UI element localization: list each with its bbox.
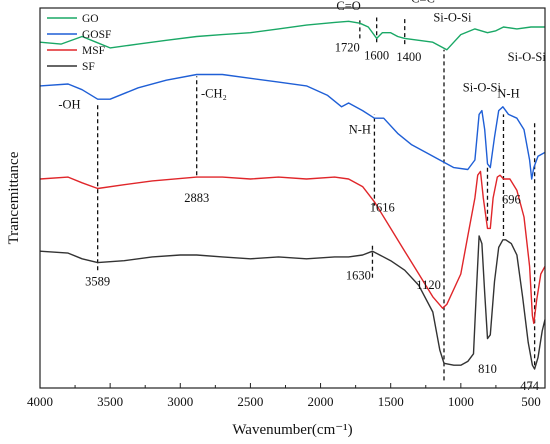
legend-label-sf: SF: [82, 61, 95, 73]
annotation-nh-msf: N-H: [497, 86, 519, 100]
x-axis-title: Wavenumber(cm⁻¹): [232, 422, 352, 438]
legend-label-gosf: GOSF: [82, 29, 111, 41]
annotation-c-o: C=O: [336, 0, 360, 13]
annotation-n-1400: 1400: [396, 50, 421, 64]
annotation-si-o-si-go: Si-O-Si: [433, 10, 472, 24]
series-layer: [39, 20, 546, 370]
x-tick-label: 3000: [167, 394, 193, 409]
annotation-n-474: 474: [520, 379, 540, 393]
annotation-n-696: 696: [502, 193, 521, 207]
legend-label-msf: MSF: [82, 45, 105, 57]
series-line-msf: [39, 170, 546, 325]
legend-label-go: GO: [82, 13, 99, 25]
y-axis-title: Trancemittance: [6, 151, 22, 244]
annotation-n-1720: 1720: [335, 41, 360, 55]
x-tick-label: 500: [521, 394, 541, 409]
annotation-n-3589: 3589: [85, 274, 110, 288]
annotation-n-1616: 1616: [370, 200, 395, 214]
series-line-go: [39, 20, 545, 51]
plot-frame: [39, 7, 546, 389]
annotations: C=OC-C-C≡C-Si-O-Si172016001400-OH-CH₂N-H…: [58, 0, 546, 393]
x-tick-label: 4000: [27, 394, 53, 409]
annotation-nh-gosf: N-H: [349, 122, 371, 136]
annotation-c-triple: -C≡C-: [407, 0, 439, 5]
x-tick-label: 3500: [97, 394, 123, 409]
annotation-n-1630: 1630: [346, 269, 371, 283]
x-tick-label: 2000: [308, 394, 334, 409]
annotation-n-1600: 1600: [364, 48, 389, 62]
legend: GO GOSF MSF SF: [47, 13, 111, 73]
annotation-n-1120: 1120: [416, 278, 441, 292]
annotation-ch2: -CH₂: [201, 86, 227, 100]
annotation-si-o-si-sf: Si-O-Si: [508, 50, 547, 64]
annotation-si-o-si-gosf: Si-O-Si: [463, 81, 502, 95]
series-line-gosf: [39, 73, 546, 180]
annotation-n-810: 810: [478, 362, 497, 376]
x-tick-label: 1500: [378, 394, 404, 409]
annotation-oh: -OH: [58, 98, 80, 112]
annotation-n-2883: 2883: [184, 191, 209, 205]
series-line-sf: [39, 235, 546, 370]
reference-lines: [97, 17, 536, 381]
axes: 4000 3500 3000 2500 2000 1500 1000 500: [27, 7, 546, 409]
x-tick-label: 2500: [237, 394, 263, 409]
x-tick-label: 1000: [448, 394, 474, 409]
